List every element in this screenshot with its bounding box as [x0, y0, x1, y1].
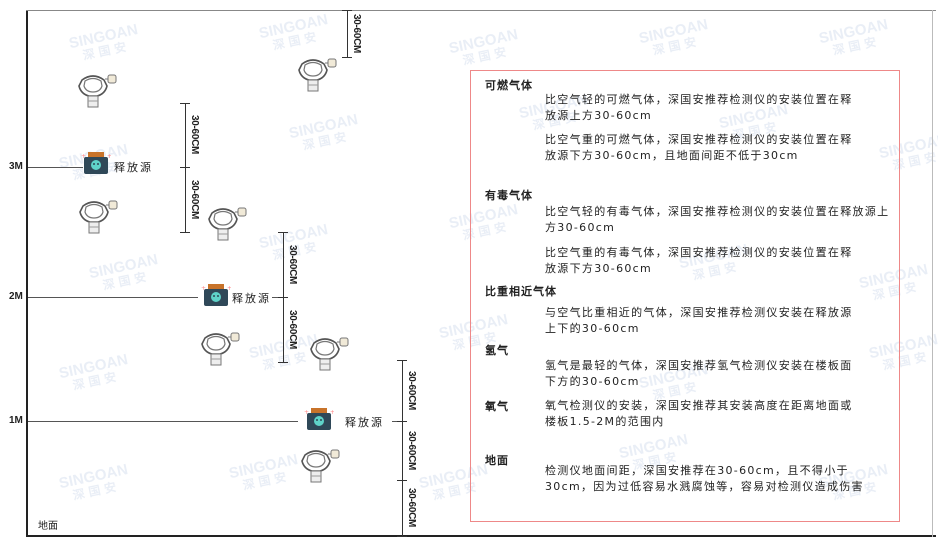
gas-detector-icon: [207, 205, 249, 245]
dimension-line: [347, 10, 348, 57]
paragraph: 检测仪地面间距，深国安推荐在30-60cm，且不得小于30cm，因为过低容易水溅…: [545, 464, 864, 493]
left-wall: [26, 10, 28, 537]
level-label-3m: 3M: [9, 161, 23, 172]
paragraph: 比空气轻的可燃气体，深国安推荐检测仪的安装位置在释放源上方30-60cm: [545, 93, 853, 122]
dimension-tick: [180, 232, 190, 233]
paragraph: 比空气重的有毒气体，深国安推荐检测仪的安装位置在释放源下方30-60cm: [545, 246, 853, 275]
floor-label: 地面: [38, 521, 58, 532]
section-title-combustible: 可燃气体: [485, 79, 533, 92]
paragraph: 氧气检测仪的安装，深国安推荐其安装高度在距离地面或楼板1.5-2M的范围内: [545, 399, 853, 428]
section-title-oxygen: 氧气: [485, 400, 509, 413]
floor-line: [26, 535, 936, 537]
dimension-line: [402, 421, 403, 480]
ceiling-line: [26, 10, 936, 11]
dimension-tick: [180, 167, 190, 168]
dimension-tick: [397, 360, 407, 361]
release-source-icon: + +: [81, 151, 112, 179]
dimension-label: 30-60CM: [189, 115, 200, 155]
dimension-label: 30-60CM: [287, 244, 298, 284]
release-source-label: 释放源: [232, 292, 271, 305]
section-title-similar-density: 比重相近气体: [485, 285, 557, 298]
release-source-label: 释放源: [345, 416, 384, 429]
dimension-tick: [342, 57, 352, 58]
level-label-1m: 1M: [9, 415, 23, 426]
dimension-tick: [278, 232, 288, 233]
gas-detector-icon: [309, 335, 351, 375]
dimension-line: [402, 480, 403, 536]
level-label-2m: 2M: [9, 291, 23, 302]
release-source-icon: + +: [304, 407, 335, 435]
svg-text:+: +: [81, 153, 86, 160]
installation-guidelines-panel: 可燃气体 比空气轻的可燃气体，深国安推荐检测仪的安装位置在释放源上方30-60c…: [470, 70, 900, 522]
level-line-1m: [28, 421, 298, 422]
section-title-hydrogen: 氢气: [485, 344, 509, 357]
release-source-icon: + +: [201, 283, 232, 311]
paragraph: 与空气比重相近的气体，深国安推荐检测仪安装在释放源上下的30-60cm: [545, 306, 853, 335]
dimension-label: 30-60CM: [287, 309, 298, 349]
svg-text:+: +: [201, 285, 206, 292]
dimension-label: 30-60CM: [406, 430, 417, 470]
dimension-tick: [278, 362, 288, 363]
dimension-tick: [180, 103, 190, 104]
dimension-label: 30-60CM: [189, 179, 200, 219]
dimension-tick: [278, 297, 288, 298]
section-title-floor: 地面: [485, 454, 509, 467]
gas-detector-icon: [78, 198, 120, 238]
dimension-tick: [397, 421, 407, 422]
dimension-tick: [342, 10, 352, 11]
dimension-line: [185, 103, 186, 167]
dimension-tick: [397, 480, 407, 481]
paragraph: 比空气轻的有毒气体，深国安推荐检测仪的安装位置在释放源上方30-60cm: [545, 205, 890, 234]
dimension-line: [402, 360, 403, 421]
gas-detector-icon: [297, 56, 339, 96]
dimension-label: 30-60CM: [406, 370, 417, 410]
svg-text:+: +: [304, 409, 309, 416]
gas-detector-icon: [200, 330, 242, 370]
svg-text:+: +: [330, 409, 334, 416]
right-wall: [932, 10, 933, 537]
paragraph: 氢气是最轻的气体，深国安推荐氢气检测仪安装在楼板面下方的30-60cm: [545, 359, 853, 388]
paragraph: 比空气重的可燃气体，深国安推荐检测仪的安装位置在释放源下方30-60cm，且地面…: [545, 133, 853, 162]
dimension-tick: [397, 536, 407, 537]
svg-text:+: +: [227, 285, 231, 292]
dimension-line: [283, 297, 284, 362]
dimension-label: 30-60CM: [351, 13, 362, 53]
svg-text:+: +: [107, 153, 111, 160]
gas-detector-icon: [77, 72, 119, 112]
dimension-line: [185, 167, 186, 232]
dimension-label: 30-60CM: [406, 488, 417, 528]
level-line-3m: [28, 167, 83, 168]
level-line-2m: [28, 297, 198, 298]
gas-detector-icon: [300, 447, 342, 487]
release-source-label: 释放源: [114, 161, 153, 174]
dimension-line: [283, 232, 284, 297]
section-title-toxic: 有毒气体: [485, 189, 533, 202]
